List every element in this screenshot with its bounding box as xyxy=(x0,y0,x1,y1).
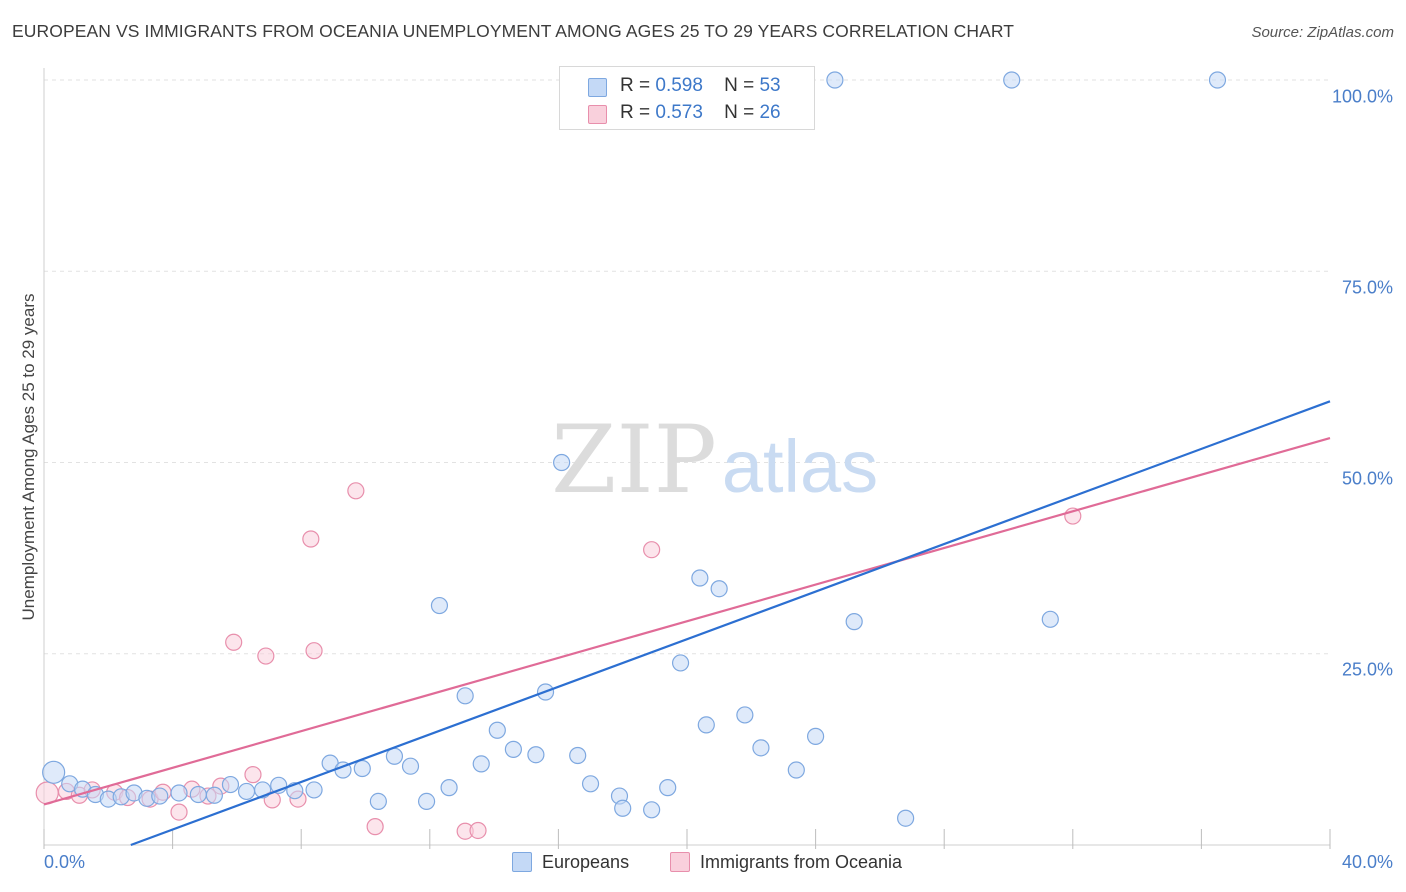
chart-title: EUROPEAN VS IMMIGRANTS FROM OCEANIA UNEM… xyxy=(12,21,1015,41)
legend-oceania-swatch xyxy=(670,852,690,872)
europeans-point xyxy=(401,757,420,775)
europeans-point xyxy=(170,784,188,802)
europeans-point xyxy=(614,799,632,817)
europeans-point xyxy=(691,569,709,587)
watermark: ZIP atlas xyxy=(551,406,878,515)
europeans-point xyxy=(527,746,545,764)
y-tick-100: 100.0% xyxy=(1331,86,1393,107)
legend-europeans-swatch xyxy=(512,852,532,872)
stats-box: R = 0.598 N = 53 R = 0.573 N = 26 xyxy=(559,66,815,130)
europeans-point xyxy=(456,687,474,705)
europeans-point xyxy=(440,779,458,797)
europeans-point xyxy=(205,786,223,804)
oceania-point xyxy=(366,818,384,836)
europeans-r-value: 0.598 xyxy=(655,75,703,96)
europeans-point xyxy=(806,727,825,745)
europeans-point xyxy=(643,801,661,819)
y-tick-25: 25.0% xyxy=(1341,659,1393,680)
europeans-r-label: R = xyxy=(620,75,651,96)
series-europeans-points xyxy=(42,71,1227,827)
stats-row-europeans: R = 0.598 N = 53 xyxy=(560,73,814,103)
europeans-point xyxy=(710,580,728,598)
europeans-point xyxy=(787,761,805,779)
europeans-point xyxy=(671,654,690,672)
europeans-point xyxy=(417,792,436,810)
europeans-point xyxy=(42,760,66,784)
europeans-point xyxy=(752,739,770,757)
europeans-point xyxy=(189,785,207,804)
oceania-point xyxy=(302,530,320,548)
europeans-trend-line xyxy=(130,400,1331,847)
trend-lines xyxy=(43,400,1331,847)
oceania-point xyxy=(244,766,262,784)
europeans-point xyxy=(736,706,754,724)
oceania-point xyxy=(170,803,188,821)
europeans-point xyxy=(569,746,587,765)
europeans-point xyxy=(553,453,571,472)
source-label: Source: ZipAtlas.com xyxy=(1251,24,1394,41)
oceania-n-value: 26 xyxy=(759,102,781,123)
europeans-n-label: N = xyxy=(724,75,755,96)
europeans-point xyxy=(488,721,506,739)
europeans-point xyxy=(1208,71,1227,89)
x-tick-min: 0.0% xyxy=(44,852,86,872)
europeans-point xyxy=(430,596,449,615)
legend-oceania[interactable]: Immigrants from Oceania xyxy=(670,852,902,873)
y-tick-75: 75.0% xyxy=(1341,277,1393,298)
europeans-point xyxy=(472,755,490,773)
europeans-point xyxy=(1041,610,1059,628)
europeans-point xyxy=(581,775,600,793)
oceania-point xyxy=(257,647,275,665)
europeans-point xyxy=(237,782,256,801)
oceania-point xyxy=(347,482,365,500)
europeans-point xyxy=(897,809,915,827)
x-tick-max: 40.0% xyxy=(1341,852,1393,872)
oceania-trend-line xyxy=(43,436,1331,806)
legend-europeans-label: Europeans xyxy=(542,852,630,872)
gridlines xyxy=(44,79,1330,655)
europeans-point xyxy=(1003,71,1021,89)
europeans-point xyxy=(845,613,863,631)
oceania-r-label: R = xyxy=(620,102,651,123)
europeans-point xyxy=(305,781,323,799)
oceania-point xyxy=(643,541,661,559)
oceania-n-label: N = xyxy=(724,102,755,123)
europeans-n-value: 53 xyxy=(759,75,781,96)
oceania-swatch xyxy=(588,105,607,124)
oceania-point xyxy=(305,642,323,660)
europeans-point xyxy=(826,71,844,89)
watermark-atlas: atlas xyxy=(722,425,878,508)
series-oceania-points xyxy=(35,482,1082,840)
axes xyxy=(43,68,1331,849)
europeans-point xyxy=(221,775,240,794)
legend-oceania-label: Immigrants from Oceania xyxy=(700,852,903,872)
europeans-point xyxy=(151,787,169,805)
stats-row-oceania: R = 0.573 N = 26 xyxy=(560,100,814,130)
oceania-r-value: 0.573 xyxy=(655,102,703,123)
oceania-point xyxy=(225,633,243,651)
europeans-point xyxy=(353,759,371,778)
europeans-point xyxy=(697,716,715,734)
europeans-point xyxy=(369,792,387,810)
watermark-zip: ZIP xyxy=(551,406,717,515)
oceania-point xyxy=(469,821,487,840)
europeans-swatch xyxy=(588,78,607,97)
y-tick-50: 50.0% xyxy=(1341,468,1393,489)
legend-europeans[interactable]: Europeans xyxy=(512,852,629,873)
europeans-point xyxy=(504,740,522,758)
europeans-point xyxy=(659,779,677,797)
